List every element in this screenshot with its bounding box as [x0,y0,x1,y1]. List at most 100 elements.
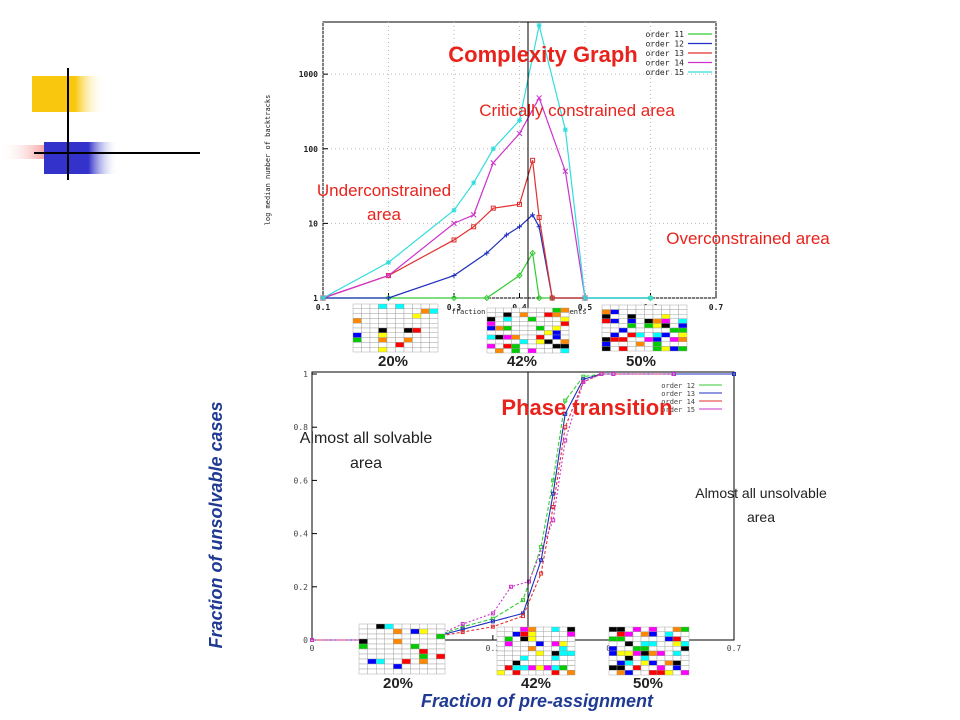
grid-cell [559,655,568,661]
data-point-order-15 [551,518,556,523]
grid-cell [429,313,439,319]
grid-cell [544,330,553,336]
grid-cell [608,626,618,633]
grid-cell [624,665,634,671]
grid-cell [632,626,642,633]
grid-cell [393,643,403,650]
grid-cell [618,323,628,329]
bottom-grid-label-42: 42% [521,675,551,692]
grid-cell [427,643,437,650]
grid-cell [535,636,545,642]
data-point-order-13 [549,295,555,301]
grid-cell [429,327,439,334]
grid-cell [551,646,560,652]
grid-cell [410,623,420,630]
grid-cell [544,348,553,354]
grid-cell [393,638,403,645]
data-point-order-14 [563,425,568,430]
grid-cell [567,626,576,633]
grid-cell [632,660,642,666]
grid-cell [503,339,512,345]
grid-cell [656,631,666,637]
grid-cell [656,626,666,633]
top-grid-examples [352,303,688,354]
grid-cell [376,663,386,670]
grid-cell [420,303,430,310]
data-point-order-15 [460,622,465,627]
grid-cell [358,643,368,650]
grid-cell [427,648,437,655]
grid-cell [403,303,413,310]
grid-cell [403,318,413,324]
grid-cell [386,318,396,324]
data-point-order-12 [484,250,490,256]
grid-cell [669,323,679,329]
grid-cell [511,330,521,336]
grid-cell [608,655,618,661]
grid-cell [528,660,537,666]
grid-cell [367,658,377,665]
data-point-order-12 [521,598,525,603]
grid-cell [640,631,650,637]
grid-cell [635,304,645,310]
grid-cell [610,318,620,324]
grid-cell [386,337,396,343]
grid-cell [551,636,560,642]
grid-cell [376,633,386,640]
grid-cell [436,668,446,675]
grid-cell [652,341,662,347]
grid-cell [640,646,650,652]
grid-cell [361,318,371,324]
legend-label-order-14: order 14 [661,398,695,406]
grid-cell [552,334,561,340]
grid-cell [429,347,439,353]
grid-cell [543,655,552,661]
grid-cell [511,334,521,340]
grid-cell [632,641,642,647]
grid-cell [640,660,650,666]
grid-example-20-top [352,303,439,353]
grid-cell [384,653,394,660]
grid-cell [559,646,568,652]
grid-cell [644,318,654,324]
grid-cell [669,318,679,324]
grid-cell [536,307,545,313]
grid-cell [367,638,377,645]
data-point-order-14 [490,624,495,629]
grid-cell [560,316,570,322]
grid-cell [640,650,650,657]
grid-cell [528,641,537,647]
grid-cell [358,648,368,655]
grid-cell [632,631,642,637]
grid-cell [610,346,620,352]
grid-cell [632,650,642,657]
data-point-order-14 [521,614,525,619]
grid-cell [678,346,688,352]
grid-cell [618,309,628,315]
grid-cell [543,631,552,637]
grid-cell [551,660,560,666]
grid-cell [567,655,576,661]
grid-cell [536,316,545,322]
series-line-order-13 [322,160,585,299]
data-point-order-14 [460,630,465,635]
solvable-label-line2: area [350,455,382,472]
grid-cell [429,303,439,310]
data-point-order-15 [517,117,522,123]
grid-cell [369,327,379,334]
grid-cell [412,318,422,324]
grid-cell [680,636,690,642]
grid-cell [378,318,388,324]
grid-cell [369,323,379,329]
y-tick-label: 1000 [299,70,318,79]
complexity-graph-title: Complexity Graph [448,42,637,67]
grid-cell [361,327,371,334]
grid-cell [527,343,537,349]
grid-cell [358,658,368,665]
grid-cell [352,337,362,343]
grid-cell [656,636,666,642]
grid-cell [543,636,552,642]
grid-cell [535,655,545,661]
grid-cell [552,339,561,345]
grid-cell [395,308,405,314]
